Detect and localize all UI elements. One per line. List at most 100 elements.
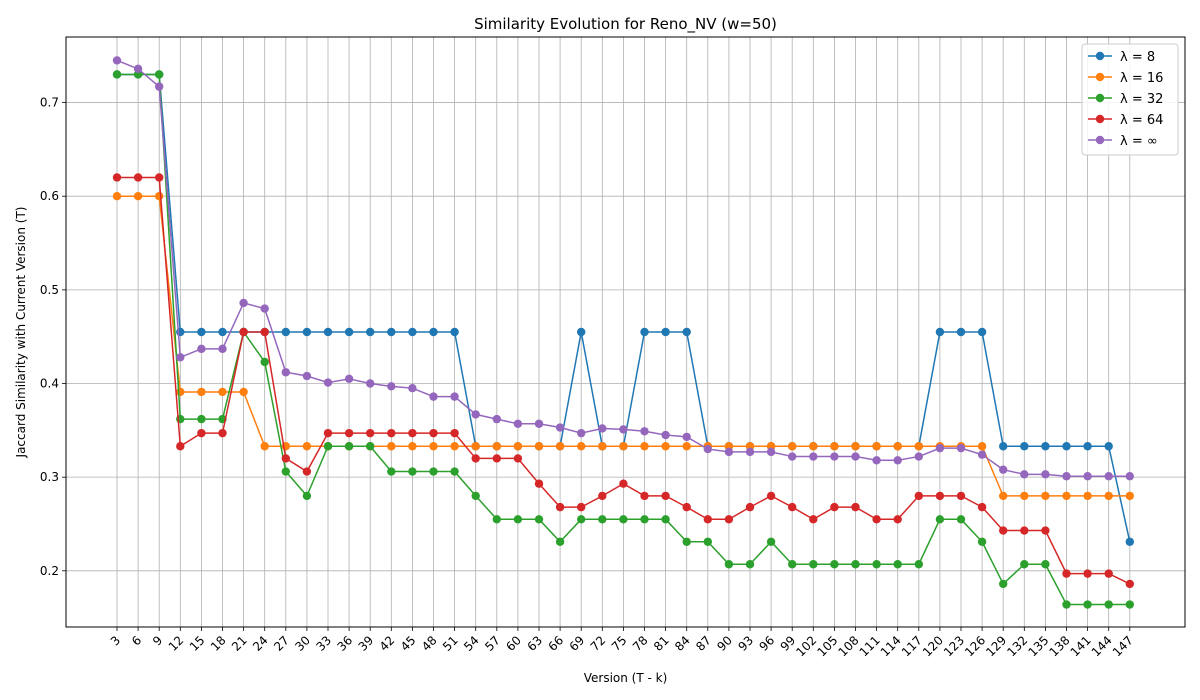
data-point [830,560,839,569]
data-point [956,491,966,501]
data-point [809,452,818,461]
data-point [260,327,269,337]
x-tick-label: 135 [1025,633,1051,659]
data-point [197,327,206,337]
data-point [935,327,945,337]
data-point [830,442,839,451]
data-point [851,442,860,451]
x-tick-label: 114 [878,633,904,659]
data-point [724,515,734,524]
data-point [1083,491,1092,501]
data-point [239,327,248,337]
data-point [1083,600,1092,609]
chart-title: Similarity Evolution for Reno_NV (w=50) [474,15,777,34]
data-point [534,419,544,428]
data-point [471,442,480,451]
data-point [598,515,607,524]
data-point [492,515,501,524]
data-point [1041,526,1050,535]
x-axis-title: Version (T - k) [584,671,668,685]
data-point [408,327,417,337]
data-point [977,502,987,512]
data-point [260,442,269,451]
data-point [197,414,206,424]
y-tick-label: 0.7 [40,96,59,110]
x-tick-label: 30 [292,633,313,654]
data-point [197,344,206,354]
plot-frame [65,36,1186,628]
x-tick-label: 132 [1004,633,1030,659]
legend-marker [1095,51,1105,61]
data-point [344,327,354,337]
data-point [366,428,375,438]
x-tick-label: 90 [714,633,735,654]
data-point [1062,569,1071,578]
data-point [1104,569,1113,578]
data-point [640,491,649,501]
data-point [344,442,354,451]
series-layer [112,56,1135,609]
data-point [830,502,839,512]
data-point [408,467,417,476]
data-point [661,327,670,337]
x-tick-label: 120 [920,633,946,659]
series-4 [112,173,1135,589]
data-point [766,491,776,501]
data-point [577,327,586,337]
data-point [914,442,923,451]
data-point [640,442,649,451]
x-axis: 3 6 9 12 15 18 21 24 27 30 33 36 39 42 45 48 51 54 57 60 63 6… [108,627,1136,659]
y-tick-label: 0.6 [40,189,59,203]
x-tick-label: 66 [546,633,567,654]
data-point [429,442,438,451]
data-point [387,467,396,476]
legend-entry: λ = 64 [1088,113,1163,128]
data-point [1125,600,1135,609]
x-tick-label: 96 [757,633,778,654]
legend-label: λ = 8 [1120,50,1155,65]
data-point [724,447,734,457]
data-point [745,560,755,569]
data-point [1062,442,1071,451]
data-point [809,560,818,569]
data-point [935,515,945,524]
x-tick-label: 126 [962,633,988,659]
x-tick-label: 9 [150,633,165,648]
data-point [1125,472,1135,481]
data-point [1083,442,1092,451]
x-tick-label: 63 [524,633,545,654]
data-point [260,304,269,313]
data-point [999,491,1008,501]
data-point [661,430,670,440]
x-tick-label: 111 [857,633,883,659]
data-point [1041,560,1050,569]
y-axis-title: Jaccard Similarity with Current Version … [14,207,28,459]
data-point [893,456,902,465]
data-point [640,515,649,524]
data-point [218,428,227,438]
legend: λ = 8 λ = 16 λ = 32 λ = 64 λ = ∞ [1081,43,1179,156]
data-point [323,442,333,451]
data-point [218,327,227,337]
x-tick-label: 24 [250,633,271,654]
data-point [1062,491,1071,501]
data-point [344,374,354,384]
data-point [766,537,776,546]
data-point [197,428,206,438]
data-point [323,327,333,337]
data-point [577,442,586,451]
data-point [788,452,797,461]
data-point [661,442,670,451]
x-tick-label: 141 [1068,633,1094,659]
data-point [555,423,565,432]
data-point [555,442,565,451]
data-point [492,454,501,463]
data-point [851,560,860,569]
data-point [302,327,312,337]
data-point [724,560,734,569]
y-axis: 0.2 0.3 0.4 0.5 0.6 0.7 [40,96,66,578]
data-point [450,428,459,438]
data-point [112,192,122,201]
data-point [619,442,628,451]
x-tick-label: 102 [793,633,819,659]
